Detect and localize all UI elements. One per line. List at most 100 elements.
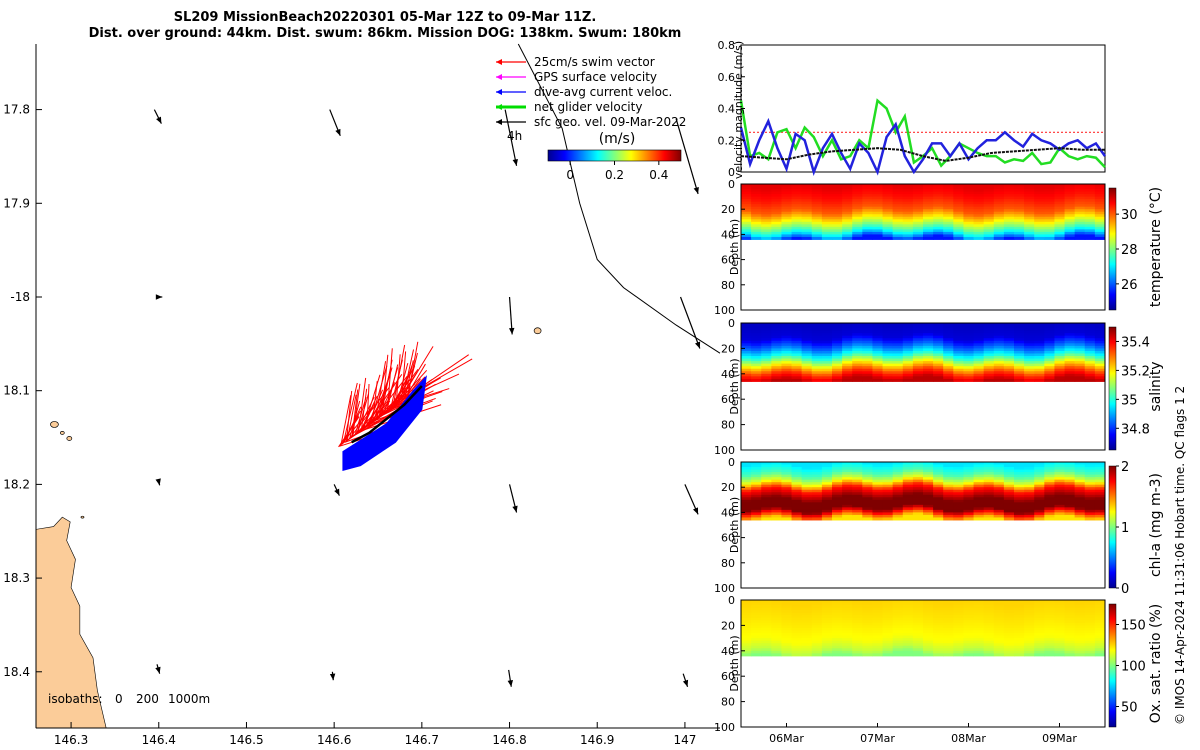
section-cell <box>912 325 924 329</box>
section-cell <box>953 340 964 344</box>
section-cell <box>1024 497 1035 501</box>
section-cell <box>821 638 833 642</box>
section-cell <box>902 199 914 203</box>
section-cell <box>1054 196 1066 200</box>
section-cell <box>933 648 944 652</box>
section-cell <box>1054 517 1066 521</box>
section-cell <box>963 479 975 483</box>
section-cell <box>862 184 873 188</box>
section-cell <box>811 221 823 225</box>
section-cell <box>973 333 985 337</box>
section-cell <box>862 622 873 626</box>
section-cell <box>852 338 863 342</box>
section-cell <box>1054 638 1066 642</box>
section-cell <box>912 356 924 360</box>
section-cell <box>993 507 1005 511</box>
swim-vector <box>366 383 370 427</box>
section-cell <box>902 643 914 647</box>
section-cell <box>791 467 803 471</box>
section-cell <box>741 645 752 649</box>
section-cell <box>771 504 782 508</box>
section-cell <box>832 229 843 233</box>
section-cell <box>761 189 772 193</box>
section-cell <box>1064 368 1076 372</box>
section-cell <box>993 612 1005 616</box>
section-cell <box>771 479 782 483</box>
section-cell <box>832 338 843 342</box>
section-cell <box>973 343 985 347</box>
section-cell <box>973 504 985 508</box>
section-cell <box>983 610 995 614</box>
section-cell <box>761 194 772 198</box>
section-cell <box>811 517 823 521</box>
section-cell <box>872 499 884 503</box>
section-cell <box>801 622 813 626</box>
section-cell <box>882 653 894 657</box>
section-cell <box>872 221 884 225</box>
section-cell <box>791 469 803 473</box>
section-cell <box>943 479 954 483</box>
section-cell <box>1054 462 1066 466</box>
section-cell <box>1014 479 1025 483</box>
section-cell <box>1084 211 1096 215</box>
section-cell <box>882 368 894 372</box>
section-cell <box>791 204 803 208</box>
section-cell <box>923 358 934 362</box>
section-cell <box>872 368 884 372</box>
section-cell <box>1074 371 1086 375</box>
section-cell <box>771 345 782 349</box>
section-cell <box>1084 323 1096 327</box>
section-cell <box>953 484 964 488</box>
section-cell <box>1014 378 1025 382</box>
section-cell <box>761 504 772 508</box>
section-cell <box>933 474 944 478</box>
section-cell <box>821 509 833 513</box>
section-cell <box>781 231 793 235</box>
section-cell <box>923 368 934 372</box>
section-cell <box>741 333 752 337</box>
section-cell <box>1054 484 1066 488</box>
map-x-tick-label: 146.5 <box>229 733 263 747</box>
section-cell <box>912 472 924 476</box>
section-cell <box>912 630 924 634</box>
section-cell <box>852 638 863 642</box>
section-cell <box>842 350 853 354</box>
section-cell <box>1003 638 1015 642</box>
section-cell <box>821 602 833 606</box>
glider-track <box>351 385 423 444</box>
section-cell <box>862 368 873 372</box>
section-cell <box>983 199 995 203</box>
section-cell <box>943 502 954 506</box>
section-cell <box>872 186 884 190</box>
section-cell <box>993 462 1005 466</box>
section-cell <box>943 323 954 327</box>
section-cell <box>872 462 884 466</box>
section-cell <box>963 464 975 468</box>
section-cell <box>791 328 803 332</box>
section-cell <box>1014 645 1025 649</box>
section-cell <box>872 325 884 329</box>
section-cell <box>1003 462 1015 466</box>
section-cell <box>1014 512 1025 516</box>
section-cell <box>862 497 873 501</box>
section-cell <box>751 368 762 372</box>
section-cell <box>953 219 964 223</box>
section-cell <box>912 650 924 654</box>
oxygen-y-axis-label: Depth (m) <box>728 635 741 691</box>
section-cell <box>1064 489 1076 493</box>
section-cell <box>1064 635 1076 639</box>
section-cell <box>983 492 995 496</box>
section-cell <box>973 229 985 233</box>
section-cell <box>912 340 924 344</box>
section-cell <box>1014 467 1025 471</box>
section-cell <box>902 206 914 210</box>
section-cell <box>902 607 914 611</box>
section-cell <box>943 622 954 626</box>
section-cell <box>973 358 985 362</box>
section-cell <box>872 620 884 624</box>
section-cell <box>832 345 843 349</box>
section-cell <box>1044 340 1055 344</box>
section-cell <box>882 514 894 518</box>
section-cell <box>892 643 904 647</box>
section-cell <box>1094 361 1106 365</box>
